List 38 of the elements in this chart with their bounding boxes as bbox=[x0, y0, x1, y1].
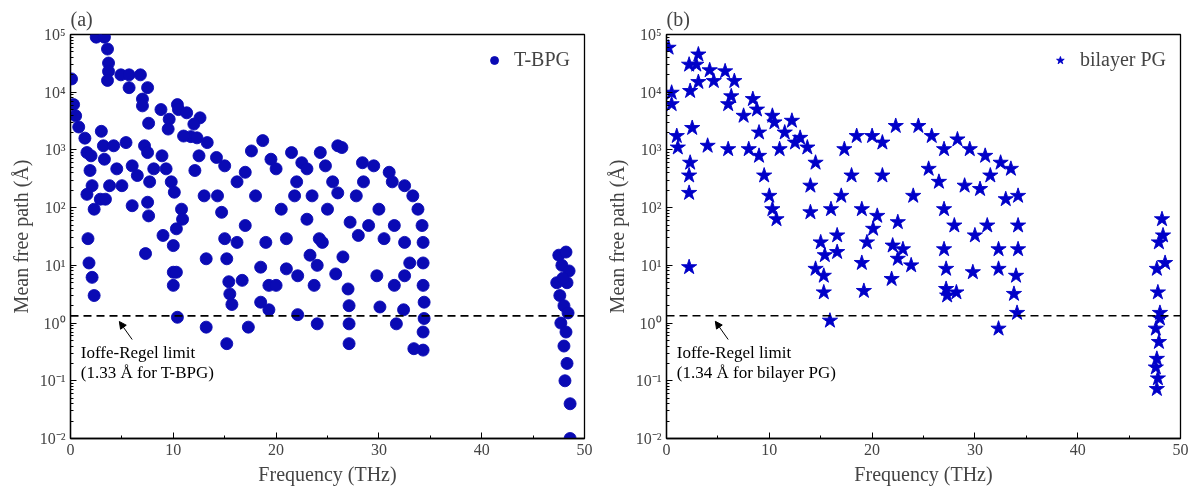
y-axis-title: Mean free path (Å) bbox=[9, 159, 33, 314]
y-tick-label: 10⁰ bbox=[43, 314, 66, 332]
y-tick-label: 10⁵ bbox=[639, 26, 662, 43]
y-tick-label: 10² bbox=[640, 199, 662, 217]
x-tick-label: 0 bbox=[66, 440, 75, 458]
chart-title: (b) bbox=[666, 7, 690, 31]
y-tick-label: 10⁻² bbox=[635, 430, 662, 447]
x-axis-title: Frequency (THz) bbox=[854, 462, 993, 486]
y-tick-label: 10⁰ bbox=[639, 314, 662, 332]
ref-line-label: Ioffe-Regel limit (1.34 Å for bilayer PG) bbox=[676, 342, 836, 382]
y-tick-label: 10³ bbox=[44, 141, 66, 159]
x-tick-label: 10 bbox=[165, 440, 182, 458]
x-tick-label: 20 bbox=[268, 440, 285, 458]
x-tick-label: 50 bbox=[1172, 440, 1189, 458]
y-tick-label: 10⁴ bbox=[639, 83, 662, 101]
x-tick-label: 40 bbox=[473, 440, 490, 458]
y-tick-label: 10⁻¹ bbox=[39, 372, 66, 390]
x-tick-label: 10 bbox=[761, 440, 778, 458]
y-tick-label: 10⁴ bbox=[43, 83, 66, 101]
y-tick-label: 10² bbox=[44, 199, 66, 217]
x-tick-label: 30 bbox=[370, 440, 387, 458]
x-tick-label: 40 bbox=[1069, 440, 1086, 458]
legend-label: T-BPG bbox=[514, 48, 570, 71]
x-tick-label: 30 bbox=[966, 440, 983, 458]
x-axis-title: Frequency (THz) bbox=[258, 462, 397, 486]
y-tick-label: 10¹ bbox=[44, 256, 66, 274]
x-tick-label: 20 bbox=[864, 440, 881, 458]
y-tick-label: 10⁵ bbox=[43, 26, 66, 43]
legend-label: bilayer PG bbox=[1079, 48, 1166, 71]
ref-line-label: Ioffe-Regel limit (1.33 Å for T-BPG) bbox=[80, 342, 214, 382]
y-tick-label: 10³ bbox=[640, 141, 662, 159]
y-tick-label: 10⁻² bbox=[39, 430, 66, 447]
chart-title: (a) bbox=[70, 7, 93, 31]
x-tick-label: 0 bbox=[662, 440, 671, 458]
x-tick-label: 50 bbox=[576, 440, 593, 458]
y-tick-label: 10¹ bbox=[640, 256, 662, 274]
y-tick-label: 10⁻¹ bbox=[635, 372, 662, 390]
y-axis-title: Mean free path (Å) bbox=[605, 159, 629, 314]
